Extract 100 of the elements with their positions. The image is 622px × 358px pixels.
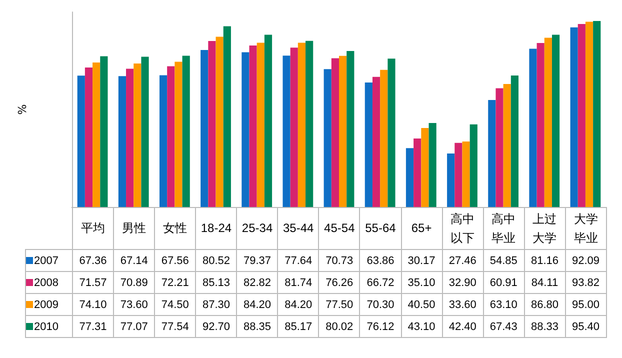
data-label: 27.46 xyxy=(442,250,484,272)
data-label: 70.30 xyxy=(360,294,401,316)
y-axis-title: % xyxy=(16,104,29,115)
data-label: 80.52 xyxy=(196,250,237,272)
data-label: 63.10 xyxy=(483,294,524,316)
legend-label: 2009 xyxy=(26,294,72,316)
data-label: 84.11 xyxy=(524,272,566,294)
data-label: 81.16 xyxy=(524,250,566,272)
bar xyxy=(428,122,436,207)
bar xyxy=(421,128,429,207)
bar xyxy=(372,76,380,207)
bar xyxy=(496,88,504,207)
data-label: 74.10 xyxy=(72,294,114,316)
bar xyxy=(249,46,257,207)
x-tick-label: 高中以下 xyxy=(442,208,484,250)
data-label: 60.91 xyxy=(483,272,524,294)
bar xyxy=(544,38,552,207)
data-label: 86.80 xyxy=(524,294,566,316)
data-label: 77.50 xyxy=(318,294,360,316)
bar xyxy=(174,62,182,207)
legend-label: 2008 xyxy=(26,272,72,294)
data-label: 70.89 xyxy=(114,272,155,294)
bar xyxy=(570,27,578,207)
bar xyxy=(92,62,100,207)
x-tick-label: 上过大学 xyxy=(524,208,566,250)
x-tick-label: 女性 xyxy=(154,208,196,250)
bar xyxy=(346,50,354,207)
data-label: 80.02 xyxy=(318,316,360,338)
data-label: 84.20 xyxy=(236,294,278,316)
bar xyxy=(454,142,462,207)
x-tick-label: 平均 xyxy=(72,208,114,250)
bar xyxy=(100,56,108,207)
bar xyxy=(331,58,339,207)
data-label: 40.50 xyxy=(401,294,442,316)
bar xyxy=(84,67,93,207)
bar xyxy=(593,20,601,207)
data-label: 72.21 xyxy=(154,272,196,294)
x-tick-label: 大学毕业 xyxy=(565,208,606,250)
x-tick-label: 高中毕业 xyxy=(483,208,524,250)
data-label: 76.12 xyxy=(360,316,401,338)
data-label: 95.00 xyxy=(565,294,606,316)
data-label: 66.72 xyxy=(360,272,401,294)
data-label: 82.82 xyxy=(236,272,278,294)
data-label: 67.14 xyxy=(114,250,155,272)
data-label: 77.07 xyxy=(114,316,155,338)
x-tick-label: 45-54 xyxy=(318,208,360,250)
data-label: 93.82 xyxy=(565,272,606,294)
bar xyxy=(536,42,544,207)
data-label: 67.56 xyxy=(154,250,196,272)
bar xyxy=(578,24,586,207)
data-label: 67.36 xyxy=(72,250,114,272)
bar xyxy=(200,50,208,207)
data-label: 76.26 xyxy=(318,272,360,294)
data-label: 42.40 xyxy=(442,316,484,338)
legend-label: 2007 xyxy=(26,250,72,272)
legend-label: 2010 xyxy=(26,316,72,338)
bar xyxy=(208,40,216,207)
data-label: 70.73 xyxy=(318,250,360,272)
data-label: 73.60 xyxy=(114,294,155,316)
bar xyxy=(134,63,142,207)
bar xyxy=(223,26,231,207)
bar xyxy=(364,82,372,207)
bar xyxy=(77,76,85,207)
bar xyxy=(167,66,175,207)
data-label: 88.35 xyxy=(236,316,278,338)
bar xyxy=(552,34,560,207)
data-label: 33.60 xyxy=(442,294,484,316)
bar xyxy=(339,56,347,207)
data-label: 77.64 xyxy=(278,250,319,272)
bar xyxy=(503,84,511,207)
bar xyxy=(447,153,455,207)
bar xyxy=(388,58,396,207)
bar xyxy=(529,48,537,207)
bar xyxy=(126,68,134,207)
bar xyxy=(282,56,290,207)
bar xyxy=(264,34,272,207)
bar xyxy=(414,138,422,207)
data-label: 79.37 xyxy=(236,250,278,272)
data-label: 85.17 xyxy=(278,316,319,338)
bar xyxy=(510,76,519,207)
bar xyxy=(324,69,332,207)
bar xyxy=(488,100,496,207)
x-tick-label: 18-24 xyxy=(196,208,237,250)
data-label: 84.20 xyxy=(278,294,319,316)
data-label: 77.31 xyxy=(72,316,114,338)
bar xyxy=(406,148,414,207)
x-tick-label: 55-64 xyxy=(360,208,401,250)
bar xyxy=(118,76,126,207)
data-label: 85.13 xyxy=(196,272,237,294)
x-tick-label: 男性 xyxy=(114,208,155,250)
bar xyxy=(216,36,224,207)
data-label: 92.70 xyxy=(196,316,237,338)
data-label: 87.30 xyxy=(196,294,237,316)
data-label: 88.33 xyxy=(524,316,566,338)
data-label: 92.09 xyxy=(565,250,606,272)
bar xyxy=(470,124,478,207)
bar xyxy=(141,56,149,207)
data-label: 77.54 xyxy=(154,316,196,338)
data-label: 67.43 xyxy=(483,316,524,338)
data-label: 43.10 xyxy=(401,316,442,338)
